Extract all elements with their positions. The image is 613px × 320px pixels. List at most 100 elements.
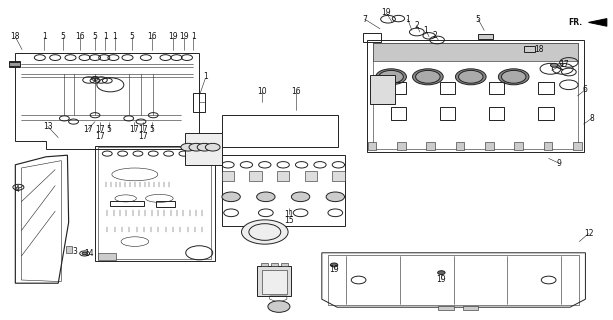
Bar [463,306,478,310]
Bar [328,255,579,305]
Bar [478,34,493,39]
Bar [363,33,381,42]
Text: 16: 16 [75,32,85,41]
Bar [156,201,175,207]
Text: 17: 17 [138,132,148,141]
Text: 17: 17 [95,132,105,141]
Text: 19: 19 [381,8,391,17]
Text: 19: 19 [169,32,178,41]
Circle shape [181,143,196,151]
Bar [489,107,504,120]
Bar [427,142,435,150]
Bar [544,142,552,150]
Text: 1: 1 [112,32,117,41]
Circle shape [438,271,445,275]
Circle shape [189,143,204,151]
Text: 1: 1 [42,32,47,41]
Bar [66,246,72,253]
Text: 11: 11 [284,210,294,219]
Text: 5: 5 [150,125,154,134]
Bar [373,43,578,149]
Text: 5: 5 [107,125,112,134]
Bar [262,270,287,294]
Bar [391,107,406,120]
Bar [438,306,454,310]
Bar [9,62,20,66]
Text: 1: 1 [103,32,108,41]
Circle shape [326,192,345,202]
Text: 19: 19 [329,265,339,274]
Bar [440,107,455,120]
Bar [370,75,395,104]
Circle shape [455,69,486,85]
Circle shape [257,192,275,202]
Text: 17: 17 [559,60,569,68]
Bar [489,82,504,94]
Text: 2: 2 [414,21,419,30]
Bar [98,147,211,259]
Text: 4: 4 [15,185,20,194]
Text: 1: 1 [191,32,196,41]
Bar [524,46,535,52]
Circle shape [501,70,526,83]
Bar [573,142,582,150]
Text: 2: 2 [433,31,438,40]
Text: 17: 17 [95,125,105,134]
Text: FR.: FR. [568,18,582,27]
Bar [261,263,268,266]
Circle shape [416,70,440,83]
Circle shape [376,69,406,85]
Text: 7: 7 [362,15,367,24]
Circle shape [222,192,240,202]
Bar [277,171,289,181]
Bar [391,82,406,94]
Bar [222,171,234,181]
Bar [193,93,205,112]
Bar [514,142,523,150]
Bar [222,115,338,147]
Text: 13: 13 [43,122,53,131]
Bar [332,171,345,181]
Circle shape [82,252,87,255]
Text: 18: 18 [10,32,20,41]
Text: 5: 5 [129,32,134,41]
Text: 6: 6 [583,85,588,94]
Circle shape [498,69,529,85]
Text: 15: 15 [284,216,294,225]
Bar [305,171,317,181]
Bar [257,266,291,296]
Text: 9: 9 [557,159,562,168]
Circle shape [413,69,443,85]
Text: 17: 17 [83,125,93,134]
Bar [440,82,455,94]
Bar [456,142,465,150]
Circle shape [291,192,310,202]
Text: 16: 16 [147,32,157,41]
Text: 5: 5 [93,32,97,41]
Text: 3: 3 [72,247,77,256]
Circle shape [242,220,288,244]
Text: 8: 8 [589,114,594,123]
Bar [110,201,144,206]
Bar [373,43,578,61]
Bar [222,155,345,226]
Circle shape [205,143,220,151]
Text: 19: 19 [179,32,189,41]
Circle shape [459,70,483,83]
Text: 5: 5 [61,32,66,41]
Circle shape [197,143,212,151]
Text: 16: 16 [291,87,301,96]
Bar [397,142,406,150]
Bar [538,82,554,94]
Bar [9,61,20,67]
Text: 1: 1 [424,26,428,35]
Bar [485,142,493,150]
Polygon shape [588,19,607,26]
Bar [368,142,376,150]
Text: 5: 5 [476,15,481,24]
Text: 1: 1 [203,72,208,81]
Circle shape [330,263,338,267]
Circle shape [379,70,403,83]
Bar [98,253,116,260]
Text: 19: 19 [436,275,446,284]
